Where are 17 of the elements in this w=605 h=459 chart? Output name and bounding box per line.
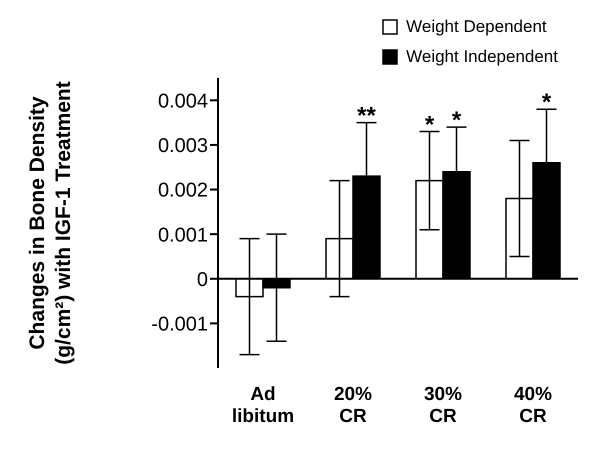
annotation: * — [424, 112, 435, 139]
y-tick-label: 0.001 — [158, 224, 208, 246]
x-tick-label: 30% CR — [424, 384, 462, 427]
annotation: * — [452, 107, 462, 134]
x-tick-label: 20% CR — [334, 384, 372, 427]
y-axis-title: Changes in Bone Density (g/cm²) with IGF-1 Treatment — [26, 81, 75, 365]
annotation: * — [542, 89, 552, 116]
y-tick-label: 0.004 — [158, 90, 208, 112]
y-tick-label: 0.003 — [158, 135, 208, 158]
y-tick-label: -0.001 — [151, 313, 208, 336]
y-tick-label: 0 — [196, 268, 208, 291]
annotation: ** — [357, 102, 376, 130]
y-tick-label: 0.002 — [158, 180, 208, 202]
legend-label: Weight Independent — [406, 47, 558, 67]
legend-label: Weight Dependent — [406, 17, 547, 37]
x-tick-label: 40% CR — [514, 384, 552, 427]
x-tick-label: Ad libitum — [232, 384, 294, 427]
